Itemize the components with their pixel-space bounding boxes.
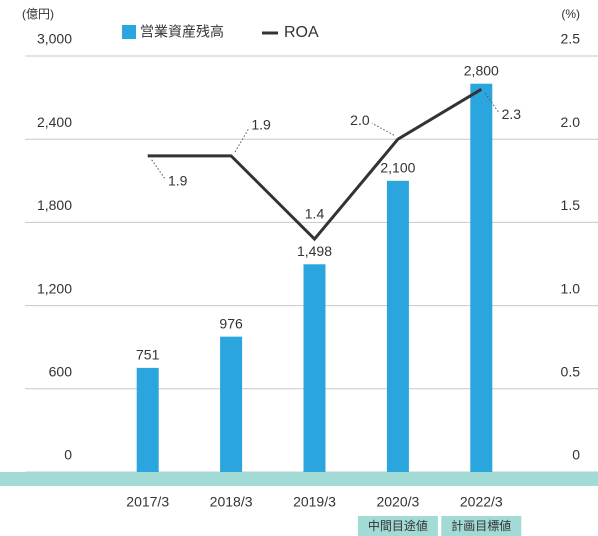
y2-tick-label: 0.5 [561, 364, 581, 380]
y-tick-label: 1,200 [37, 280, 72, 296]
bar-value-label: 976 [219, 315, 243, 331]
bar [220, 336, 243, 472]
roa-value-label: 2.0 [350, 112, 370, 128]
category-note: 計画目標値 [451, 518, 511, 533]
leader-line [371, 122, 395, 136]
y2-tick-label: 2.0 [561, 114, 581, 130]
legend-swatch [122, 25, 136, 39]
bar-value-label: 751 [136, 347, 160, 363]
legend-label: 営業資産残高 [140, 24, 224, 40]
roa-value-label: 1.9 [251, 117, 271, 133]
y-tick-label: 600 [49, 364, 73, 380]
y-tick-label: 1,800 [37, 197, 72, 213]
bar [470, 83, 493, 472]
x-tick-label: 2018/3 [210, 494, 253, 510]
leader-line [151, 159, 167, 181]
bar-value-label: 2,100 [380, 160, 415, 176]
category-note: 中間目途値 [368, 518, 428, 533]
y2-tick-label: 1.5 [561, 197, 581, 213]
note-box [357, 516, 438, 536]
y-tick-label: 3,000 [37, 31, 72, 47]
x-tick-label: 2020/3 [376, 494, 419, 510]
x-tick-label: 2019/3 [293, 494, 336, 510]
bar [303, 264, 326, 472]
baseline-band [0, 472, 598, 486]
legend-label: ROA [284, 24, 319, 41]
bar-value-label: 2,800 [464, 62, 499, 78]
x-tick-label: 2022/3 [460, 494, 503, 510]
y2-tick-label: 0 [572, 447, 580, 463]
y2-unit: (%) [561, 7, 580, 21]
y-tick-label: 2,400 [37, 114, 72, 130]
note-box [441, 516, 522, 536]
roa-value-label: 2.3 [502, 106, 522, 122]
y-tick-label: 0 [64, 447, 72, 463]
y-unit: (億円) [22, 7, 54, 21]
roa-value-label: 1.4 [305, 206, 325, 222]
bar [136, 367, 159, 472]
leader-line [234, 127, 250, 153]
bar-value-label: 1,498 [297, 243, 332, 259]
leader-line [484, 92, 500, 114]
bar [386, 180, 409, 473]
roa-line [147, 87, 483, 242]
roa-value-label: 1.9 [168, 173, 188, 189]
x-tick-label: 2017/3 [126, 494, 169, 510]
y2-tick-label: 1.0 [561, 280, 581, 296]
y2-tick-label: 2.5 [561, 31, 581, 47]
